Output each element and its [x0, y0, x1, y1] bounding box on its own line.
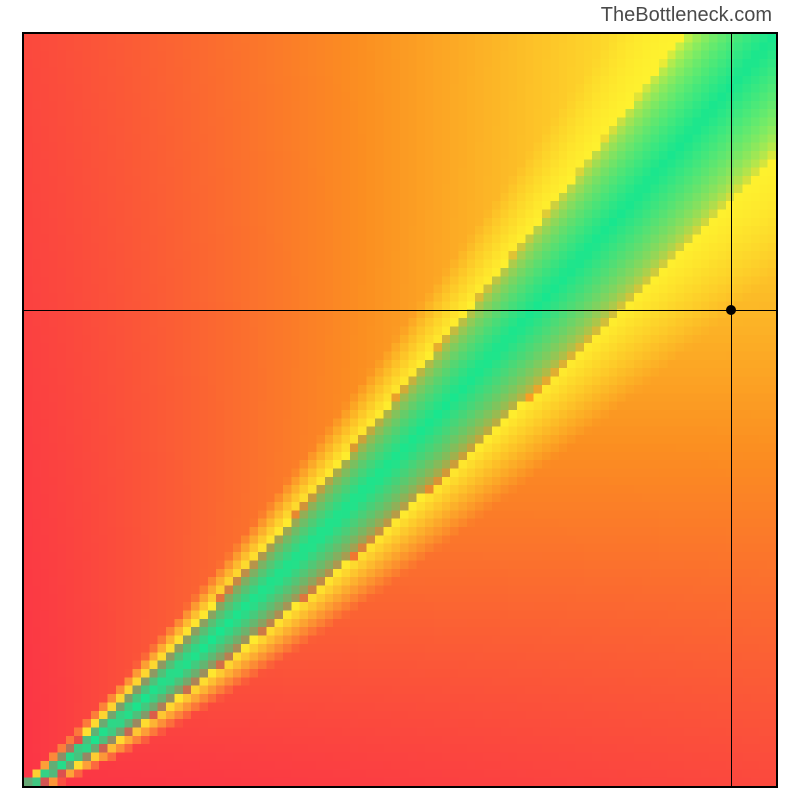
marker-point	[726, 305, 736, 315]
crosshair-horizontal	[24, 310, 776, 311]
heatmap-plot	[22, 32, 778, 788]
watermark-text: TheBottleneck.com	[601, 4, 772, 27]
crosshair-vertical	[731, 34, 732, 786]
heatmap-canvas	[24, 34, 776, 786]
